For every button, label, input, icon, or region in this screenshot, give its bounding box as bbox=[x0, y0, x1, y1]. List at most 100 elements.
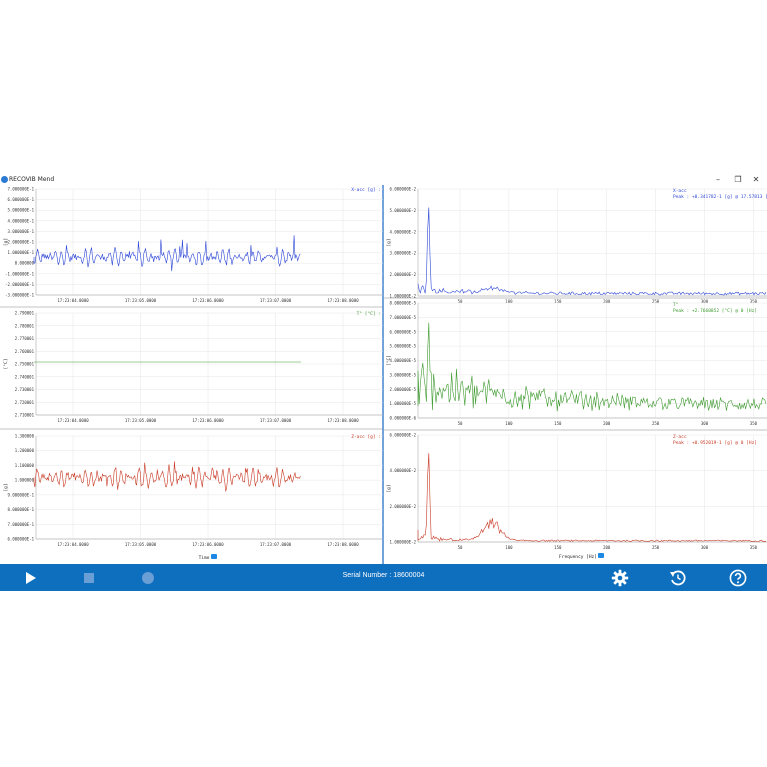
close-icon[interactable]: ✕ bbox=[752, 175, 760, 184]
y-tick-label: 2.770001 bbox=[15, 336, 35, 341]
y-tick-label: 2.730001 bbox=[15, 387, 35, 392]
peak-readout: Peak : +2.7660852 [°C] @ 0 [Hz] bbox=[673, 308, 757, 314]
y-tick-label: 7.000000E-1 bbox=[8, 522, 35, 527]
play-button[interactable] bbox=[16, 564, 43, 591]
x-tick-label: 17:23:05.0000 bbox=[125, 298, 157, 303]
y-unit-label: [g] bbox=[3, 483, 9, 491]
y-tick-label: -1.000000E-1 bbox=[5, 271, 34, 276]
y-tick-label: 3.000000E-2 bbox=[390, 251, 417, 256]
series-legend: Z-acc bbox=[673, 434, 687, 440]
x-tick-label: 50 bbox=[458, 299, 463, 304]
x-tick-label: 50 bbox=[458, 545, 463, 550]
y-unit-label: [g] bbox=[386, 484, 392, 492]
x-tick-label: 17:23:04.0000 bbox=[57, 542, 89, 547]
peak-readout: Peak : +0.952019-1 [g] @ 0 [Hz] bbox=[673, 440, 757, 446]
y-tick-label: 2.780001 bbox=[15, 323, 35, 328]
x-tick-label: 100 bbox=[505, 299, 513, 304]
y-tick-label: 3.000000E-1 bbox=[8, 229, 35, 234]
y-tick-label: 1.000000E-2 bbox=[390, 540, 417, 545]
stop-button[interactable] bbox=[75, 564, 102, 591]
t-freq-signal-trace bbox=[417, 322, 767, 412]
x-tick-label: 17:23:07.0000 bbox=[260, 542, 292, 547]
title-bar: RECOVIB Mend – ❐ ✕ bbox=[0, 175, 767, 185]
y-tick-label: 6.000000E-2 bbox=[390, 433, 417, 438]
reset-icon bbox=[669, 570, 686, 585]
y-tick-label: 2.000000E-2 bbox=[390, 504, 417, 509]
y-tick-label: 5.000000E-1 bbox=[8, 208, 35, 213]
y-tick-label: 2.000000E-2 bbox=[390, 272, 417, 277]
time-axis-label: Time bbox=[199, 555, 210, 561]
x-tick-label: 17:23:08.0000 bbox=[327, 542, 359, 547]
y-tick-label: 4.000000E-2 bbox=[390, 468, 417, 473]
y-tick-label: 6.000000E-2 bbox=[390, 187, 417, 192]
x-tick-label: 17:23:06.0000 bbox=[192, 418, 224, 423]
record-button[interactable] bbox=[134, 564, 161, 591]
x-tick-label: 200 bbox=[603, 421, 611, 426]
window-title: RECOVIB Mend bbox=[9, 176, 55, 183]
x-tick-label: 17:23:06.0000 bbox=[192, 542, 224, 547]
x-tick-label: 350 bbox=[750, 545, 758, 550]
y-tick-label: 1.200000 bbox=[15, 448, 35, 453]
app-window: RECOVIB Mend – ❐ ✕ 7.000000E-1 6.000000E-… bbox=[0, 175, 767, 591]
x-tick-label: 300 bbox=[701, 299, 709, 304]
x-tick-label: 350 bbox=[750, 299, 758, 304]
y-tick-label: 7.000000E-5 bbox=[390, 315, 417, 320]
x-tick-label: 17:23:07.0000 bbox=[260, 418, 292, 423]
y-tick-label: 6.000000E-1 bbox=[8, 197, 35, 202]
x-tick-label: 17:23:05.0000 bbox=[125, 542, 157, 547]
y-tick-label: 2.760001 bbox=[15, 349, 35, 354]
x-tick-label: 350 bbox=[750, 421, 758, 426]
x-tick-label: 17:23:06.0000 bbox=[192, 298, 224, 303]
y-unit-label: [°C] bbox=[3, 359, 9, 370]
y-tick-label: 2.000000E-1 bbox=[8, 240, 35, 245]
y-tick-label: 1.000000 bbox=[15, 478, 35, 483]
lock-icon[interactable] bbox=[598, 553, 604, 558]
y-tick-label: 1.000000E-5 bbox=[390, 401, 417, 406]
y-tick-label: 9.000000E-1 bbox=[8, 492, 35, 497]
minimize-icon[interactable]: – bbox=[716, 175, 720, 184]
y-tick-label: 2.790001 bbox=[15, 311, 35, 316]
y-tick-label: -3.000000E-1 bbox=[5, 293, 34, 298]
serial-number: Serial Number : 18600004 bbox=[342, 572, 425, 579]
stop-icon bbox=[83, 572, 94, 583]
y-tick-label: 2.720001 bbox=[15, 400, 35, 405]
reset-button[interactable] bbox=[664, 564, 691, 591]
x-time-signal-trace bbox=[33, 235, 301, 272]
series-legend: T° [°C] : bbox=[357, 311, 381, 317]
y-tick-label: 1.300000 bbox=[15, 434, 35, 439]
series-legend: Z-acc [g] : bbox=[351, 434, 381, 440]
y-tick-label: 0.000000 bbox=[15, 261, 35, 266]
y-tick-label: 4.000000E-5 bbox=[390, 358, 417, 363]
settings-button[interactable] bbox=[606, 564, 633, 591]
bottom-toolbar: Serial Number : 18600004 bbox=[0, 564, 767, 591]
x-tick-label: 200 bbox=[603, 299, 611, 304]
lock-icon[interactable] bbox=[211, 554, 217, 559]
x-tick-label: 150 bbox=[554, 421, 562, 426]
x-tick-label: 17:23:08.0000 bbox=[327, 418, 359, 423]
restore-icon[interactable]: ❐ bbox=[734, 175, 742, 184]
y-tick-label: 8.000000E-1 bbox=[8, 507, 35, 512]
play-icon bbox=[25, 571, 36, 584]
y-tick-label: 1.100000 bbox=[15, 463, 35, 468]
y-tick-label: 5.000000E-5 bbox=[390, 344, 417, 349]
x-tick-label: 250 bbox=[652, 421, 660, 426]
app-logo-icon bbox=[1, 176, 8, 183]
x-tick-label: 200 bbox=[603, 545, 611, 550]
y-unit-label: [g] bbox=[3, 238, 9, 246]
x-tick-label: 100 bbox=[505, 421, 513, 426]
y-tick-label: 6.000000E-1 bbox=[8, 537, 35, 542]
help-icon bbox=[729, 569, 746, 586]
x-freq-signal-trace bbox=[417, 207, 767, 296]
x-tick-label: 100 bbox=[505, 545, 513, 550]
series-legend: T° bbox=[673, 302, 679, 308]
x-tick-label: 17:23:04.0000 bbox=[57, 298, 89, 303]
x-tick-label: 150 bbox=[554, 299, 562, 304]
help-button[interactable] bbox=[724, 564, 751, 591]
y-tick-label: 7.000000E-1 bbox=[8, 187, 35, 192]
y-tick-label: 4.000000E-1 bbox=[8, 218, 35, 223]
y-unit-label: [g] bbox=[386, 238, 392, 246]
y-tick-label: 3.000000E-5 bbox=[390, 372, 417, 377]
x-tick-label: 50 bbox=[458, 421, 463, 426]
x-tick-label: 17:23:04.0000 bbox=[57, 418, 89, 423]
x-tick-label: 250 bbox=[652, 299, 660, 304]
